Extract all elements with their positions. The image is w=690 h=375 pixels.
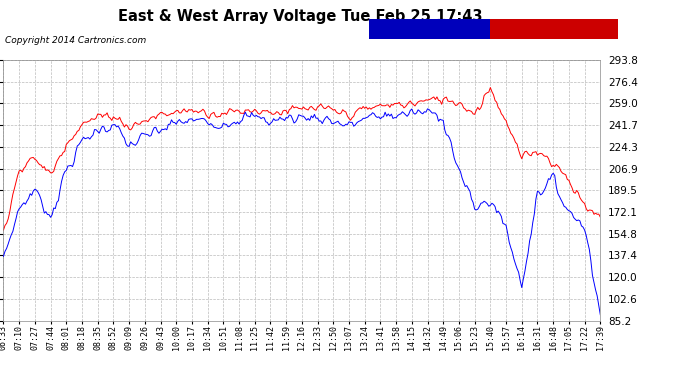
- Text: Copyright 2014 Cartronics.com: Copyright 2014 Cartronics.com: [5, 36, 146, 45]
- Text: West Array  (DC Volts): West Array (DC Volts): [495, 25, 613, 34]
- Text: East Array  (DC Volts): East Array (DC Volts): [371, 25, 489, 34]
- Text: East & West Array Voltage Tue Feb 25 17:43: East & West Array Voltage Tue Feb 25 17:…: [118, 9, 482, 24]
